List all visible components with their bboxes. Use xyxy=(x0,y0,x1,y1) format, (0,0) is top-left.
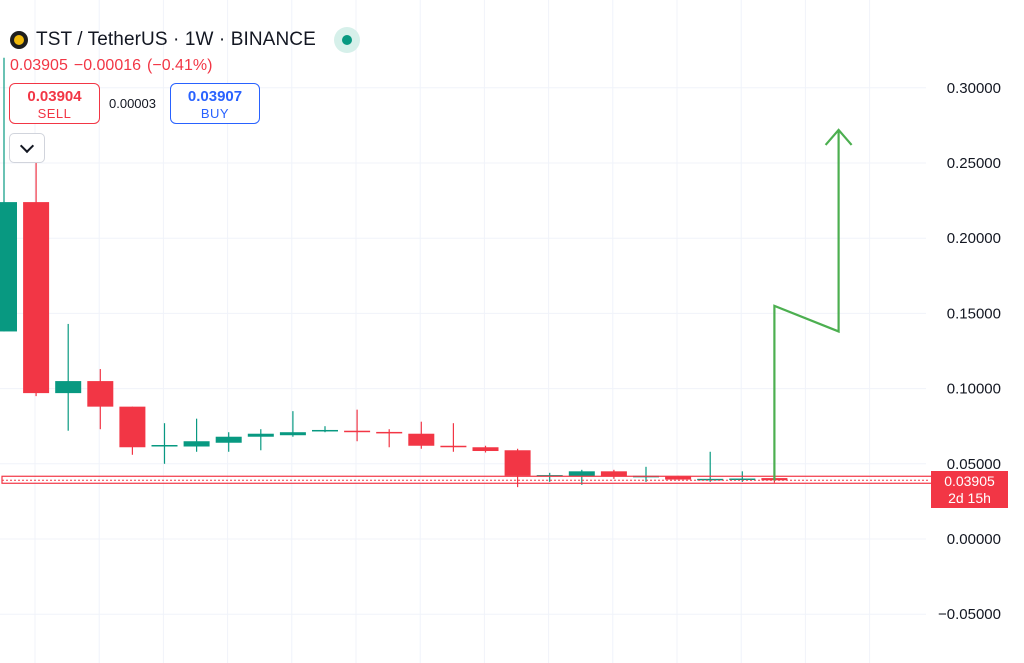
y-tick-label: 0.25000 xyxy=(947,155,1001,172)
candle-body xyxy=(87,381,114,407)
candle-body xyxy=(729,478,756,481)
y-tick-label: 0.20000 xyxy=(947,230,1001,247)
y-tick-label: 0.30000 xyxy=(947,80,1001,97)
chevron-down-icon xyxy=(19,138,35,153)
candle-body xyxy=(23,202,50,394)
countdown: 2d 15h xyxy=(948,490,991,506)
buy-button[interactable]: 0.03907 BUY xyxy=(170,83,260,124)
y-tick-label: 0.05000 xyxy=(947,456,1001,473)
collapse-button[interactable] xyxy=(9,133,45,163)
candle-body xyxy=(344,430,371,433)
price-change: −0.00016 xyxy=(73,57,142,74)
candle-body xyxy=(697,478,724,481)
y-tick-label: 0.15000 xyxy=(947,305,1001,322)
candle-body xyxy=(665,476,692,480)
price-change-percent: (−0.41%) xyxy=(147,57,213,74)
spread-value: 0.00003 xyxy=(109,96,156,111)
candle-body xyxy=(472,447,499,452)
candle-body xyxy=(183,441,210,447)
sell-price: 0.03904 xyxy=(27,88,82,105)
symbol-title[interactable]: TST / TetherUS · 1W · BINANCE xyxy=(36,29,316,50)
price-axis[interactable]: 0.30000 0.25000 0.20000 0.15000 0.10000 0.050… xyxy=(938,80,1001,623)
candle-body xyxy=(151,445,178,447)
candle-body xyxy=(568,471,595,477)
arrow-head xyxy=(824,128,853,146)
y-tick-label: −0.05000 xyxy=(938,606,1001,623)
candle-body xyxy=(376,431,403,434)
arrow-path xyxy=(773,129,840,481)
buy-label: BUY xyxy=(200,106,230,121)
candle-body xyxy=(0,202,17,332)
candle-body xyxy=(600,471,627,477)
tst-logo-icon xyxy=(10,31,28,49)
candle-body xyxy=(247,433,274,437)
candle-body xyxy=(215,436,242,443)
candle-body xyxy=(504,450,531,476)
y-tick-label: 0.10000 xyxy=(947,381,1001,398)
price-tag-value: 0.03905 xyxy=(944,473,995,489)
last-price: 0.03905 xyxy=(10,57,68,74)
candle-body xyxy=(408,433,435,446)
price-change-line: 0.03905 −0.00016 (−0.41%) xyxy=(10,57,218,75)
last-price-tag: 0.03905 2d 15h xyxy=(931,471,1008,508)
symbol-header: TST / TetherUS · 1W · BINANCE xyxy=(10,27,360,53)
last-price-line xyxy=(1,475,933,484)
y-tick-label: 0.00000 xyxy=(947,531,1001,548)
sell-button[interactable]: 0.03904 SELL xyxy=(9,83,100,124)
candle-body xyxy=(312,429,338,432)
arrow-drawing[interactable] xyxy=(773,128,853,481)
candles xyxy=(0,57,788,488)
candle-body xyxy=(279,432,306,436)
candle-body xyxy=(55,381,82,394)
status-dot-icon xyxy=(341,35,352,45)
candle-body xyxy=(440,445,467,448)
candle-body xyxy=(119,406,146,448)
market-status-icon[interactable] xyxy=(333,27,360,53)
sell-label: SELL xyxy=(37,106,72,121)
buy-price: 0.03907 xyxy=(187,88,243,105)
